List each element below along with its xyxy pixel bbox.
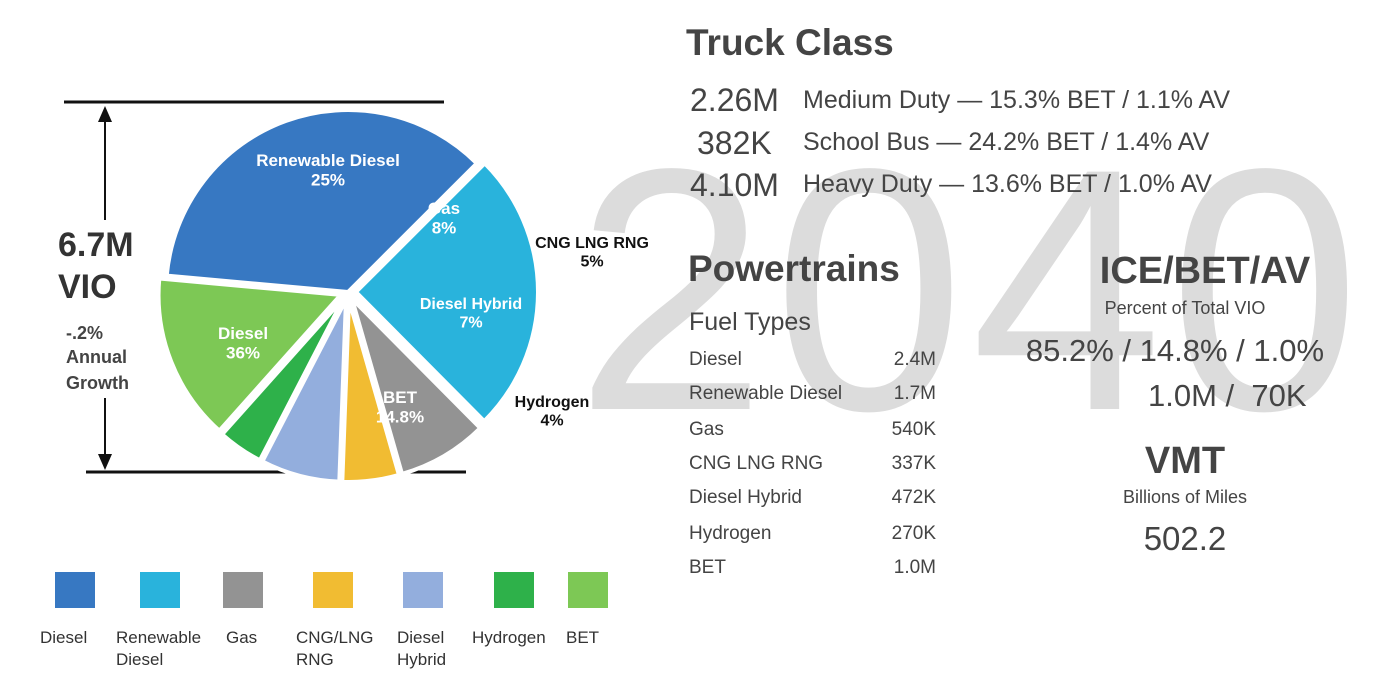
fuel-type-value: 2.4M bbox=[893, 349, 936, 370]
pie-slice bbox=[353, 160, 540, 424]
legend-label-line2: RNG bbox=[296, 650, 334, 669]
legend-swatch bbox=[313, 572, 353, 608]
legend-label: CNG/LNG RNG bbox=[296, 627, 373, 671]
legend-label: Hydrogen bbox=[472, 627, 546, 649]
pie-slice-label: BET 14.8% bbox=[376, 388, 424, 427]
legend-label-line1: CNG/LNG bbox=[296, 628, 374, 647]
ice-bet-av-title: ICE/BET/AV bbox=[1099, 250, 1311, 292]
pie-slice-label: Renewable Diesel 25% bbox=[256, 151, 400, 190]
fuel-type-label: Hydrogen bbox=[689, 523, 772, 544]
pie-slice-label-name: Hydrogen bbox=[515, 394, 590, 411]
pie-slice bbox=[156, 276, 345, 434]
legend-swatch bbox=[568, 572, 608, 608]
fuel-type-value: 337K bbox=[891, 453, 936, 474]
truck-class-title: Truck Class bbox=[686, 22, 894, 63]
fuel-type-label: Diesel bbox=[689, 349, 742, 370]
truck-class-count: 2.26M bbox=[690, 82, 779, 118]
fuel-types-subtitle: Fuel Types bbox=[689, 308, 811, 336]
pie-slice-label-name: Renewable Diesel bbox=[256, 151, 400, 170]
vmt-value: 502.2 bbox=[1143, 520, 1227, 557]
vio-growth-value: -.2% bbox=[66, 323, 104, 343]
pie-slice-label-value: 7% bbox=[459, 314, 482, 331]
pie-slice-label-value: 4% bbox=[540, 412, 563, 429]
ice-bet-av-subtitle: Percent of Total VIO bbox=[1104, 298, 1266, 318]
pie-slice-label: Diesel 36% bbox=[218, 324, 268, 363]
fuel-type-value: 472K bbox=[891, 487, 936, 508]
pie-slice-label: Gas 8% bbox=[428, 199, 460, 238]
pie-slice-label: Diesel Hybrid 7% bbox=[420, 296, 522, 331]
legend-label-line1: BET bbox=[566, 628, 600, 647]
legend-label: Diesel Hybrid bbox=[397, 627, 446, 671]
fuel-type-value: 540K bbox=[891, 419, 936, 440]
pie-slice-label-name: BET bbox=[383, 388, 418, 407]
legend-swatch bbox=[140, 572, 180, 608]
legend-label: BET bbox=[566, 627, 599, 649]
pie-slice-label-value: 8% bbox=[432, 219, 457, 238]
fuel-type-label: CNG LNG RNG bbox=[689, 453, 824, 474]
legend-label-line1: Diesel bbox=[40, 628, 88, 647]
vio-growth-line2: Growth bbox=[66, 373, 129, 393]
pie-slice-label-name: Diesel Hybrid bbox=[420, 296, 522, 313]
pie-slice-label-name: CNG LNG RNG bbox=[535, 235, 649, 252]
legend-label-line1: Hydrogen bbox=[472, 628, 546, 647]
truck-class-desc: School Bus — 24.2% BET / 1.4% AV bbox=[803, 128, 1210, 156]
legend-label: Gas bbox=[226, 627, 257, 649]
pie-slice bbox=[164, 108, 480, 295]
fuel-type-label: Renewable Diesel bbox=[689, 383, 843, 404]
pie-slice-label-value: 25% bbox=[311, 171, 345, 190]
fuel-type-label: Gas bbox=[689, 419, 724, 440]
pie-slice-label: Hydrogen 4% bbox=[515, 394, 590, 429]
pie-slice bbox=[350, 297, 484, 477]
fuel-type-value: 1.7M bbox=[893, 383, 936, 404]
legend-swatch bbox=[494, 572, 534, 608]
year-watermark: 2040 bbox=[575, 98, 1367, 483]
pie-slice-label-name: Gas bbox=[428, 199, 460, 218]
vio-growth-line1: Annual bbox=[66, 347, 127, 367]
bracket-up-arrowhead bbox=[98, 106, 112, 122]
fuel-type-label: BET bbox=[689, 557, 726, 578]
vio-total: 6.7M bbox=[58, 226, 134, 264]
fuel-type-value: 1.0M bbox=[893, 557, 936, 578]
bracket-down-arrowhead bbox=[98, 454, 112, 470]
vmt-subtitle: Billions of Miles bbox=[1122, 487, 1248, 507]
legend-label-line1: Renewable bbox=[116, 628, 202, 647]
pie-slice-label-name: Diesel bbox=[218, 324, 268, 343]
pie-slice bbox=[259, 298, 348, 484]
truck-class-count: 4.10M bbox=[690, 167, 779, 203]
truck-class-desc: Heavy Duty — 13.6% BET / 1.0% AV bbox=[803, 170, 1212, 198]
legend-swatch bbox=[403, 572, 443, 608]
legend-label: Renewable Diesel bbox=[116, 627, 201, 671]
legend-swatch bbox=[55, 572, 95, 608]
ice-bet-av-percents: 85.2% / 14.8% / 1.0% bbox=[1025, 333, 1325, 368]
fuel-type-label: Diesel Hybrid bbox=[689, 487, 802, 508]
legend-label-line1: Diesel bbox=[397, 628, 445, 647]
pie-slice-label: CNG LNG RNG 5% bbox=[535, 235, 649, 270]
legend-label-line2: Diesel bbox=[116, 650, 164, 669]
fuel-type-value: 270K bbox=[891, 523, 936, 544]
legend-label-line2: Hybrid bbox=[397, 650, 447, 669]
vmt-title: VMT bbox=[1144, 440, 1226, 482]
pie-slice bbox=[340, 299, 402, 484]
pie-slice bbox=[219, 297, 346, 463]
pie-slice-label-value: 36% bbox=[226, 344, 260, 363]
truck-class-desc: Medium Duty — 15.3% BET / 1.1% AV bbox=[803, 86, 1231, 114]
pie-slice-label-value: 14.8% bbox=[376, 408, 424, 427]
powertrains-title: Powertrains bbox=[688, 248, 900, 289]
truck-class-count: 382K bbox=[697, 125, 772, 161]
legend-label: Diesel bbox=[40, 627, 87, 649]
pie-slice-label-value: 5% bbox=[580, 253, 603, 270]
ice-bet-av-counts: 1.0M / 70K bbox=[1148, 378, 1307, 413]
vio-unit: VIO bbox=[58, 268, 117, 306]
legend-swatch bbox=[223, 572, 263, 608]
legend-label-line1: Gas bbox=[226, 628, 258, 647]
pie-chart: Renewable Diesel 25% Gas 8% CNG LNG RNG 5% Die… bbox=[64, 100, 649, 484]
